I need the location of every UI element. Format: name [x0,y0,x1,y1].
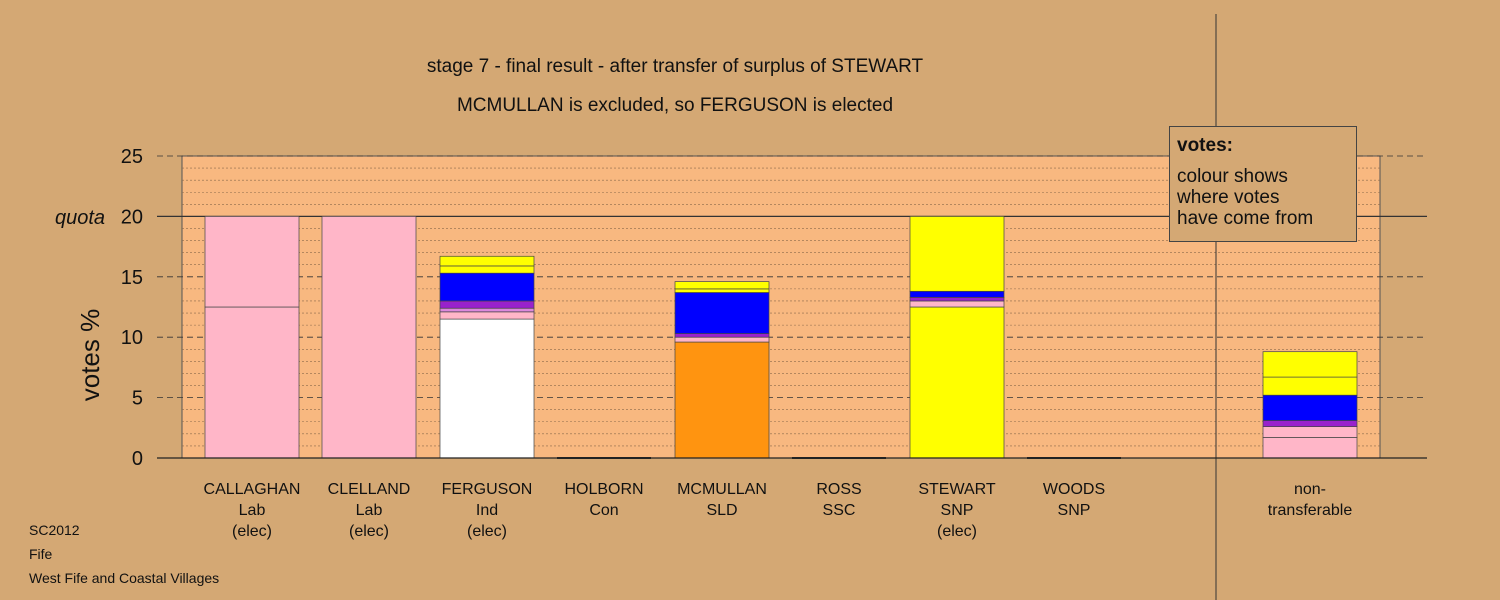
x-tick-label: Con [589,502,618,519]
bars [204,216,1358,459]
bar-segment [439,265,535,274]
bar-segment [674,292,770,334]
bar-segment [439,311,535,320]
bar-segment [1262,394,1358,421]
x-tick-label: Lab [239,502,266,519]
x-tick-label: SNP [1058,502,1091,519]
x-tick-label: CALLAGHAN [204,481,301,498]
bar-segment [909,216,1005,292]
x-tick-label: HOLBORN [564,481,643,498]
bar-segment [439,300,535,309]
bar-segment [439,318,535,459]
x-tick-label: STEWART [918,481,996,498]
bar-segment [321,216,417,459]
bar-segment [674,341,770,459]
bar-segment [439,307,535,313]
bar-segment [439,272,535,302]
bar-segment [909,306,1005,459]
x-tick-label: SNP [941,502,974,519]
footer-election: SC2012 [29,522,80,538]
bar-segment [909,290,1005,298]
x-tick-label: non- [1294,481,1326,498]
x-tick-label: (elec) [349,523,389,540]
x-tick-label: ROSS [816,481,861,498]
legend-box: votes: colour shows where votes have com… [1169,126,1357,242]
y-tick-label: 5 [132,388,143,410]
bar-segment [1262,376,1358,396]
y-axis-label: votes % [75,309,105,402]
x-tick-label: SSC [823,502,856,519]
y-tick-label: 10 [121,327,143,349]
footer-ward: West Fife and Coastal Villages [29,570,220,586]
legend-line: have come from [1177,208,1314,229]
x-tick-label: FERGUSON [442,481,533,498]
bar-segment [674,336,770,343]
legend-line: colour shows [1177,166,1288,187]
x-tick-label: MCMULLAN [677,481,767,498]
y-tick-label: 15 [121,267,143,289]
x-tick-labels: CALLAGHAN Lab (elec) CLELLAND Lab (elec) FERGU… [204,481,1353,540]
bar-segment [674,333,770,338]
bar-segment [439,255,535,267]
x-tick-label: WOODS [1043,481,1105,498]
chart-subtitle: MCMULLAN is excluded, so FERGUSON is ele… [457,95,893,116]
bar-segment [909,296,1005,302]
x-tick-label: transferable [1268,502,1353,519]
x-tick-label: CLELLAND [328,481,411,498]
x-tick-label: (elec) [467,523,507,540]
x-tick-label: Ind [476,502,498,519]
bar-segment [674,288,770,293]
y-tick-label: 20 [121,206,143,228]
bar-segment [204,306,300,459]
y-tick-labels: 0 5 10 15 20 25 [121,146,143,470]
bar-segment [1262,420,1358,427]
x-tick-label: Lab [356,502,383,519]
y-tick-label: 25 [121,146,143,168]
chart-title: stage 7 - final result - after transfer … [427,56,924,77]
legend-title: votes: [1177,135,1233,156]
x-tick-label: (elec) [232,523,272,540]
bar-segment [674,281,770,290]
y-tick-label: 0 [132,448,143,470]
bar-segment [1262,351,1358,378]
x-tick-label: (elec) [937,523,977,540]
quota-label: quota [55,207,105,229]
bar-segment [1262,426,1358,438]
bar-segment [909,300,1005,308]
footer-council: Fife [29,546,53,562]
bar-segment [1262,437,1358,459]
bar-segment [204,216,300,308]
legend-line: where votes [1177,187,1280,208]
x-tick-label: SLD [706,502,737,519]
